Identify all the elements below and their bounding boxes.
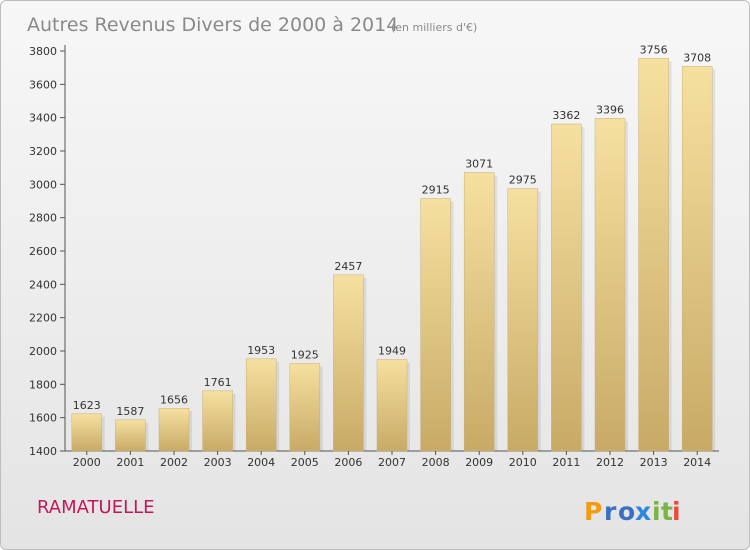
bar-value-label: 3071	[465, 158, 493, 171]
y-tick-label: 2200	[29, 312, 57, 325]
x-tick-label: 2011	[552, 456, 580, 469]
x-tick-label: 2012	[596, 456, 624, 469]
bar	[551, 123, 582, 452]
x-tick-label: 2007	[378, 456, 406, 469]
x-tick-label: 2000	[73, 456, 101, 469]
bar	[681, 66, 713, 452]
y-tick-label: 3800	[29, 45, 57, 58]
plot-area: 1400 1600 1800 2000 2200 2400 2600 2800 3000 3200…	[29, 43, 719, 469]
bar-value-label: 1623	[73, 399, 101, 412]
y-tick-label: 3400	[29, 112, 57, 125]
logo-letter: i	[672, 497, 681, 526]
y-tick-label: 3000	[29, 178, 57, 191]
bar-value-label: 2975	[509, 174, 537, 187]
logo-letter: o	[618, 497, 635, 526]
bar	[289, 363, 321, 452]
bar-value-label: 1925	[291, 349, 319, 362]
bar	[202, 390, 233, 452]
logo-letter: t	[661, 497, 673, 526]
bar	[463, 172, 495, 452]
y-tick-label: 1400	[29, 445, 57, 458]
y-tick-label: 2800	[29, 212, 57, 225]
y-tick-label: 3200	[29, 145, 57, 158]
bar	[376, 359, 408, 452]
chart-subtitle: (en milliers d'€)	[391, 21, 477, 34]
y-tick-label: 1800	[29, 378, 57, 391]
bar-value-label: 1761	[204, 376, 232, 389]
bar	[71, 413, 103, 452]
y-tick-label: 2000	[29, 345, 57, 358]
logo-letter: r	[604, 497, 617, 526]
bar-value-label: 3708	[683, 51, 711, 64]
y-tick-label: 2600	[29, 245, 57, 258]
x-tick-label: 2008	[422, 456, 450, 469]
chart-title: Autres Revenus Divers de 2000 à 2014	[27, 14, 398, 36]
bar-value-label: 1949	[378, 345, 406, 358]
logo-letter: i	[652, 497, 661, 526]
x-tick-label: 2014	[683, 456, 711, 469]
bar	[333, 274, 364, 452]
bar-value-label: 2457	[334, 260, 362, 273]
x-tick-label: 2005	[291, 456, 319, 469]
bar	[594, 118, 626, 452]
bar	[420, 198, 451, 452]
commune-name: RAMATUELLE	[37, 497, 155, 518]
x-tick-label: 2001	[116, 456, 144, 469]
x-tick-label: 2006	[334, 456, 362, 469]
bar-value-label: 3396	[596, 103, 624, 116]
x-tick-label: 2013	[640, 456, 668, 469]
x-tick-label: 2009	[465, 456, 493, 469]
y-tick-label: 2400	[29, 278, 57, 291]
logo-letter: P	[584, 497, 602, 526]
y-tick-label: 1600	[29, 412, 57, 425]
bar-value-label: 3756	[640, 43, 668, 56]
bar-value-label: 2915	[422, 184, 450, 197]
x-tick-label: 2003	[204, 456, 232, 469]
bar	[245, 358, 277, 452]
y-tick-label: 3600	[29, 78, 57, 91]
bar-value-label: 3362	[552, 109, 580, 122]
x-tick-label: 2002	[160, 456, 188, 469]
x-tick-label: 2010	[509, 456, 537, 469]
bar-value-label: 1656	[160, 393, 188, 406]
bar	[638, 58, 669, 452]
bar-value-label: 1953	[247, 344, 275, 357]
bar-value-label: 1587	[116, 405, 144, 418]
logo-letter: x	[635, 497, 651, 526]
bar	[115, 419, 146, 452]
bar	[507, 188, 539, 452]
x-tick-label: 2004	[247, 456, 275, 469]
bar	[158, 408, 190, 452]
